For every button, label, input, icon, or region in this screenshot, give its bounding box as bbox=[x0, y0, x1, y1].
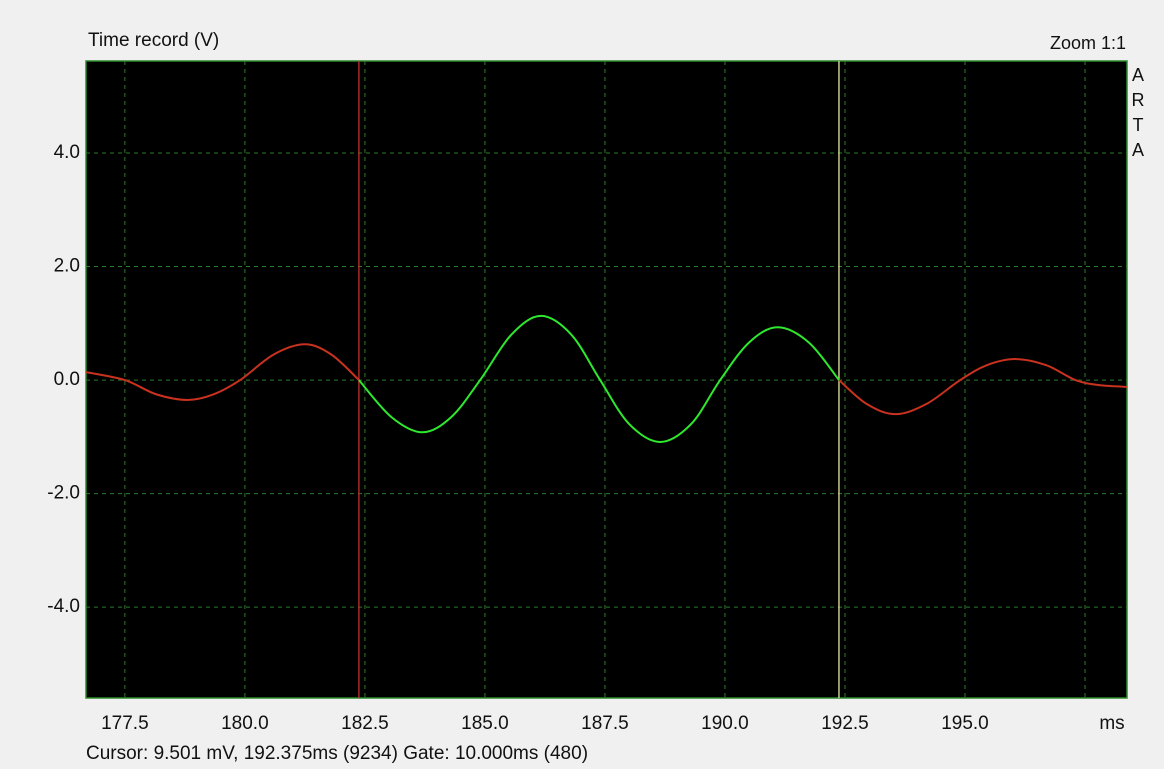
y-tick-label: 4.0 bbox=[54, 142, 80, 163]
x-tick-label: 195.0 bbox=[941, 713, 989, 734]
x-tick-label: 187.5 bbox=[581, 713, 629, 734]
zoom-label: Zoom 1:1 bbox=[1050, 33, 1126, 53]
x-unit: ms bbox=[1099, 713, 1124, 734]
chart-title: Time record (V) bbox=[88, 30, 219, 51]
y-tick-label: 2.0 bbox=[54, 256, 80, 277]
x-tick-label: 182.5 bbox=[341, 713, 389, 734]
side-label: ARTA bbox=[1131, 65, 1145, 160]
x-tick-label: 185.0 bbox=[461, 713, 509, 734]
signal-line bbox=[85, 343, 1128, 416]
y-tick-label: 0.0 bbox=[54, 369, 80, 390]
y-tick-label: -4.0 bbox=[47, 596, 80, 617]
status-bar: Cursor: 9.501 mV, 192.375ms (9234) Gate:… bbox=[86, 743, 588, 764]
x-tick-label: 190.0 bbox=[701, 713, 749, 734]
y-tick-label: -2.0 bbox=[47, 483, 80, 504]
signal-line bbox=[358, 314, 840, 443]
x-tick-label: 180.0 bbox=[221, 713, 269, 734]
x-tick-label: 177.5 bbox=[101, 713, 149, 734]
plot-area bbox=[85, 60, 1128, 699]
x-tick-label: 192.5 bbox=[821, 713, 869, 734]
